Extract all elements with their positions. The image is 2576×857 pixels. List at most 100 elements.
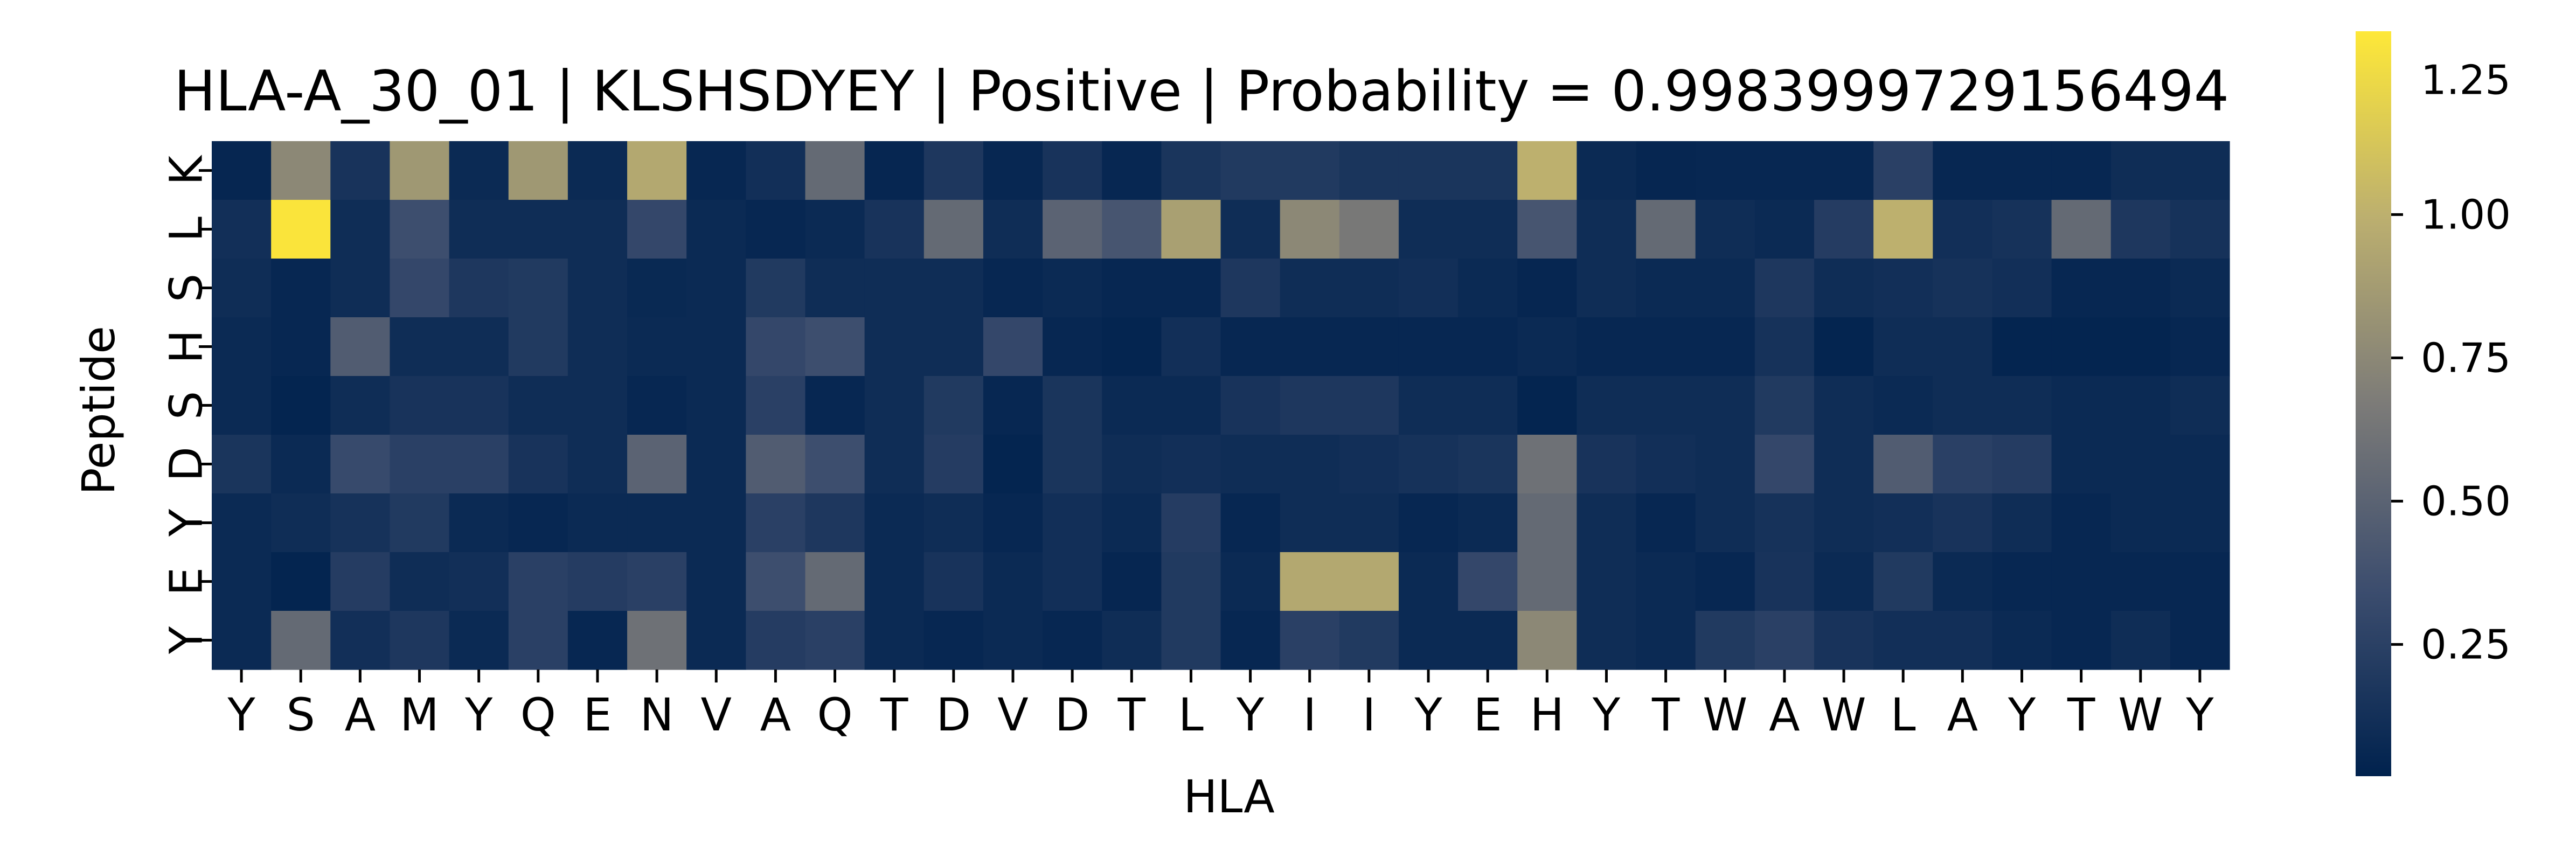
heatmap-cell: [567, 200, 628, 259]
heatmap-cell: [686, 493, 746, 553]
heatmap-cell: [627, 552, 687, 611]
heatmap-cell: [746, 317, 806, 377]
x-tick-label: Y: [2008, 688, 2036, 741]
heatmap-cell: [1695, 317, 1755, 377]
heatmap-cell: [449, 435, 509, 494]
heatmap-cell: [1398, 376, 1459, 435]
heatmap-cell: [1577, 493, 1637, 553]
heatmap-cell: [627, 611, 687, 670]
heatmap-cell: [924, 200, 984, 259]
heatmap-cell: [1517, 552, 1577, 611]
heatmap-cell: [508, 435, 568, 494]
heatmap-cell: [1873, 259, 1933, 318]
x-tick-label: Y: [2185, 688, 2214, 741]
heatmap-cell: [1161, 493, 1221, 553]
heatmap-cell: [508, 141, 568, 200]
heatmap-cell: [1754, 435, 1815, 494]
heatmap-cell: [2170, 317, 2230, 377]
heatmap-cell: [627, 259, 687, 318]
heatmap-cell: [1220, 200, 1281, 259]
heatmap-cell: [567, 493, 628, 553]
heatmap-cell: [2051, 611, 2112, 670]
heatmap-cell: [1754, 611, 1815, 670]
heatmap-cell: [983, 376, 1043, 435]
heatmap-cell: [1280, 435, 1340, 494]
heatmap-cell: [212, 611, 272, 670]
heatmap-cell: [330, 435, 391, 494]
heatmap-cell: [1636, 493, 1696, 553]
heatmap-cells: [212, 141, 2230, 670]
y-axis-ticks: KLSHSDYEY: [159, 155, 212, 654]
heatmap-cell: [1814, 552, 1874, 611]
heatmap-cell: [1280, 552, 1340, 611]
heatmap-cell: [805, 317, 865, 377]
heatmap-cell: [1043, 552, 1102, 611]
heatmap-cell: [1043, 317, 1102, 377]
x-tick-label: T: [1117, 688, 1146, 741]
heatmap-cell: [271, 552, 331, 611]
heatmap-cell: [924, 259, 984, 318]
heatmap-cell: [508, 611, 568, 670]
heatmap-cell: [746, 141, 806, 200]
colorbar-scale: [2356, 31, 2391, 776]
heatmap-cell: [746, 376, 806, 435]
heatmap-cell: [746, 493, 806, 553]
heatmap-cell: [805, 376, 865, 435]
heatmap-cell: [1695, 200, 1755, 259]
heatmap-cell: [449, 259, 509, 318]
heatmap-cell: [1102, 376, 1162, 435]
heatmap-cell: [1043, 435, 1102, 494]
heatmap-cell: [805, 141, 865, 200]
heatmap-cell: [1873, 493, 1933, 553]
heatmap-cell: [1458, 435, 1518, 494]
heatmap-cell: [1933, 376, 1993, 435]
heatmap-cell: [271, 376, 331, 435]
x-tick-label: D: [1055, 688, 1090, 741]
heatmap-cell: [1754, 200, 1815, 259]
x-tick-label: E: [1474, 688, 1502, 741]
heatmap-cell: [508, 200, 568, 259]
heatmap-cell: [567, 611, 628, 670]
heatmap-cell: [1280, 200, 1340, 259]
heatmap-cell: [2110, 493, 2171, 553]
heatmap-cell: [2110, 376, 2171, 435]
heatmap-cell: [1339, 611, 1399, 670]
heatmap-cell: [805, 552, 865, 611]
heatmap-cell: [686, 611, 746, 670]
heatmap-cell: [1398, 435, 1459, 494]
heatmap-cell: [212, 259, 272, 318]
heatmap-cell: [1636, 259, 1696, 318]
heatmap-cell: [746, 611, 806, 670]
heatmap-cell: [1636, 435, 1696, 494]
heatmap-cell: [1280, 259, 1340, 318]
heatmap-cell: [1458, 493, 1518, 553]
heatmap-cell: [1636, 611, 1696, 670]
heatmap-cell: [1220, 493, 1281, 553]
y-tick-label: K: [159, 155, 212, 185]
heatmap-cell: [1695, 259, 1755, 318]
y-tick-label: Y: [159, 626, 212, 654]
heatmap-cell: [1339, 493, 1399, 553]
heatmap-cell: [924, 611, 984, 670]
heatmap-cell: [1754, 493, 1815, 553]
heatmap-cell: [271, 435, 331, 494]
heatmap-cell: [1933, 611, 1993, 670]
y-tick-label: S: [159, 391, 212, 420]
x-tick-label: E: [583, 688, 612, 741]
heatmap-cell: [1577, 376, 1637, 435]
x-tick-label: D: [936, 688, 971, 741]
heatmap-cell: [627, 200, 687, 259]
heatmap-cell: [627, 317, 687, 377]
heatmap-cell: [1339, 435, 1399, 494]
colorbar-tick-label: 1.00: [2421, 191, 2511, 239]
heatmap-cell: [1814, 376, 1874, 435]
heatmap-cell: [2170, 493, 2230, 553]
heatmap-cell: [1220, 611, 1281, 670]
heatmap-cell: [1102, 200, 1162, 259]
colorbar-tick-label: 0.25: [2421, 621, 2511, 668]
heatmap-cell: [390, 435, 450, 494]
heatmap-cell: [1398, 259, 1459, 318]
heatmap-cell: [1458, 141, 1518, 200]
heatmap-cell: [1992, 611, 2052, 670]
